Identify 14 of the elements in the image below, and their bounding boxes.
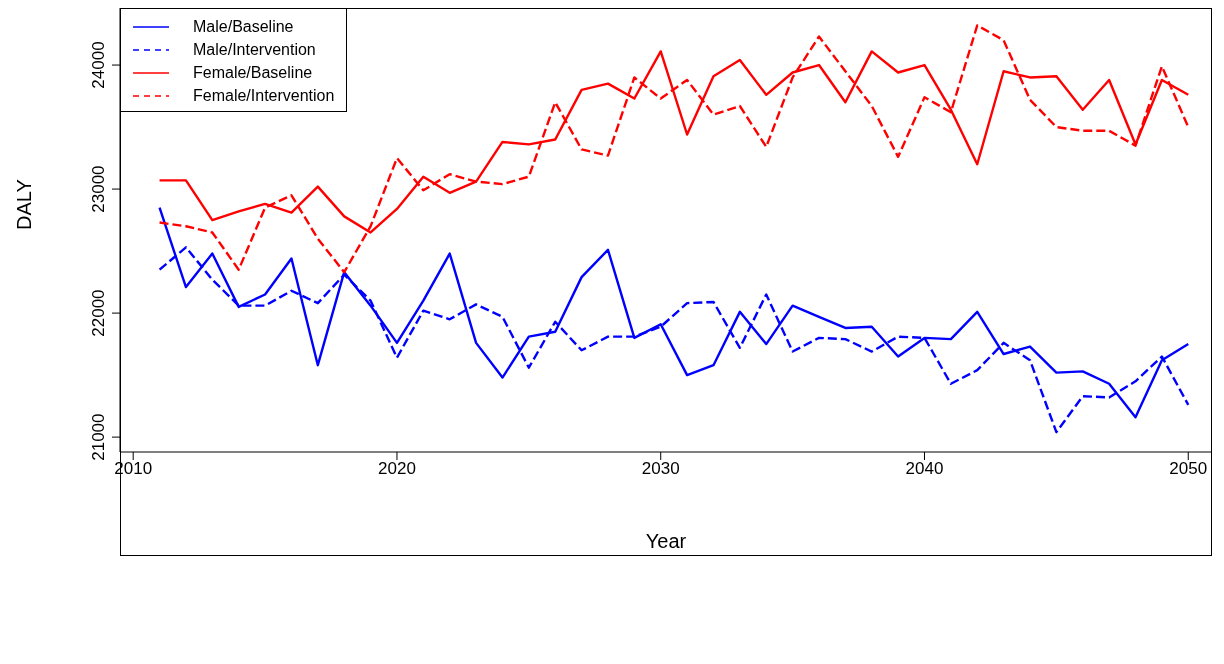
legend-label: Female/Intervention <box>193 86 335 106</box>
y-tick-label: 22000 <box>89 289 108 337</box>
x-axis-title: Year <box>645 530 687 552</box>
y-tick-label: 23000 <box>89 165 108 213</box>
y-tick-label: 24000 <box>89 41 108 89</box>
y-tick-label: 21000 <box>89 413 108 461</box>
legend-label: Male/Baseline <box>193 17 294 37</box>
x-tick-label: 2030 <box>641 459 680 479</box>
legend-label: Female/Baseline <box>193 63 313 83</box>
legend-label: Male/Intervention <box>193 40 316 60</box>
x-tick-label: 2040 <box>905 459 944 479</box>
y-axis-title: DALY <box>13 179 36 230</box>
x-tick-label: 2020 <box>378 459 416 479</box>
x-tick-label: 2050 <box>1169 459 1208 479</box>
